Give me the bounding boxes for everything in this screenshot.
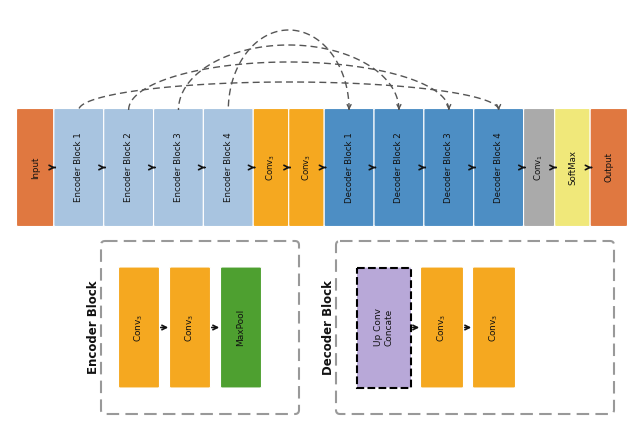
Text: Encoder Block 1: Encoder Block 1 (74, 133, 83, 202)
Bar (357, 268, 411, 388)
Text: Input: Input (31, 156, 40, 179)
FancyBboxPatch shape (472, 267, 515, 388)
Text: Conv$_3$: Conv$_3$ (436, 313, 448, 342)
FancyBboxPatch shape (555, 109, 590, 226)
FancyBboxPatch shape (289, 109, 324, 226)
FancyBboxPatch shape (474, 109, 524, 226)
Text: Conv$_3$: Conv$_3$ (488, 313, 500, 342)
Text: Encoder Block: Encoder Block (87, 281, 100, 374)
Text: Output: Output (604, 153, 613, 182)
FancyBboxPatch shape (204, 109, 253, 226)
Text: Conv$_3$: Conv$_3$ (300, 154, 313, 181)
Text: Encoder Block 4: Encoder Block 4 (224, 133, 233, 202)
Text: MaxPool: MaxPool (237, 309, 246, 346)
Text: Encoder Block 3: Encoder Block 3 (174, 133, 183, 202)
Text: Decoder Block 4: Decoder Block 4 (494, 132, 503, 203)
Text: Up Conv
Concate: Up Conv Concate (374, 309, 394, 346)
Text: Decoder Block 1: Decoder Block 1 (344, 132, 354, 203)
FancyBboxPatch shape (374, 109, 424, 226)
Text: Decoder Block: Decoder Block (322, 280, 335, 375)
FancyBboxPatch shape (54, 109, 104, 226)
FancyBboxPatch shape (17, 109, 54, 226)
Text: Conv$_3$: Conv$_3$ (132, 313, 145, 342)
Text: Conv$_1$: Conv$_1$ (533, 154, 545, 181)
FancyBboxPatch shape (221, 267, 262, 388)
FancyBboxPatch shape (590, 109, 627, 226)
FancyBboxPatch shape (118, 267, 159, 388)
FancyBboxPatch shape (101, 241, 299, 414)
FancyBboxPatch shape (356, 267, 412, 388)
FancyBboxPatch shape (170, 267, 211, 388)
FancyBboxPatch shape (336, 241, 614, 414)
Text: Decoder Block 2: Decoder Block 2 (394, 132, 403, 203)
Text: SoftMax: SoftMax (568, 150, 577, 185)
FancyBboxPatch shape (420, 267, 463, 388)
FancyBboxPatch shape (324, 109, 374, 226)
Text: Conv$_3$: Conv$_3$ (184, 313, 196, 342)
FancyBboxPatch shape (154, 109, 204, 226)
FancyBboxPatch shape (524, 109, 555, 226)
Text: Conv$_3$: Conv$_3$ (265, 154, 277, 181)
Text: Encoder Block 2: Encoder Block 2 (124, 133, 133, 202)
FancyBboxPatch shape (253, 109, 289, 226)
Text: Decoder Block 3: Decoder Block 3 (444, 132, 453, 203)
FancyBboxPatch shape (424, 109, 474, 226)
FancyBboxPatch shape (104, 109, 154, 226)
